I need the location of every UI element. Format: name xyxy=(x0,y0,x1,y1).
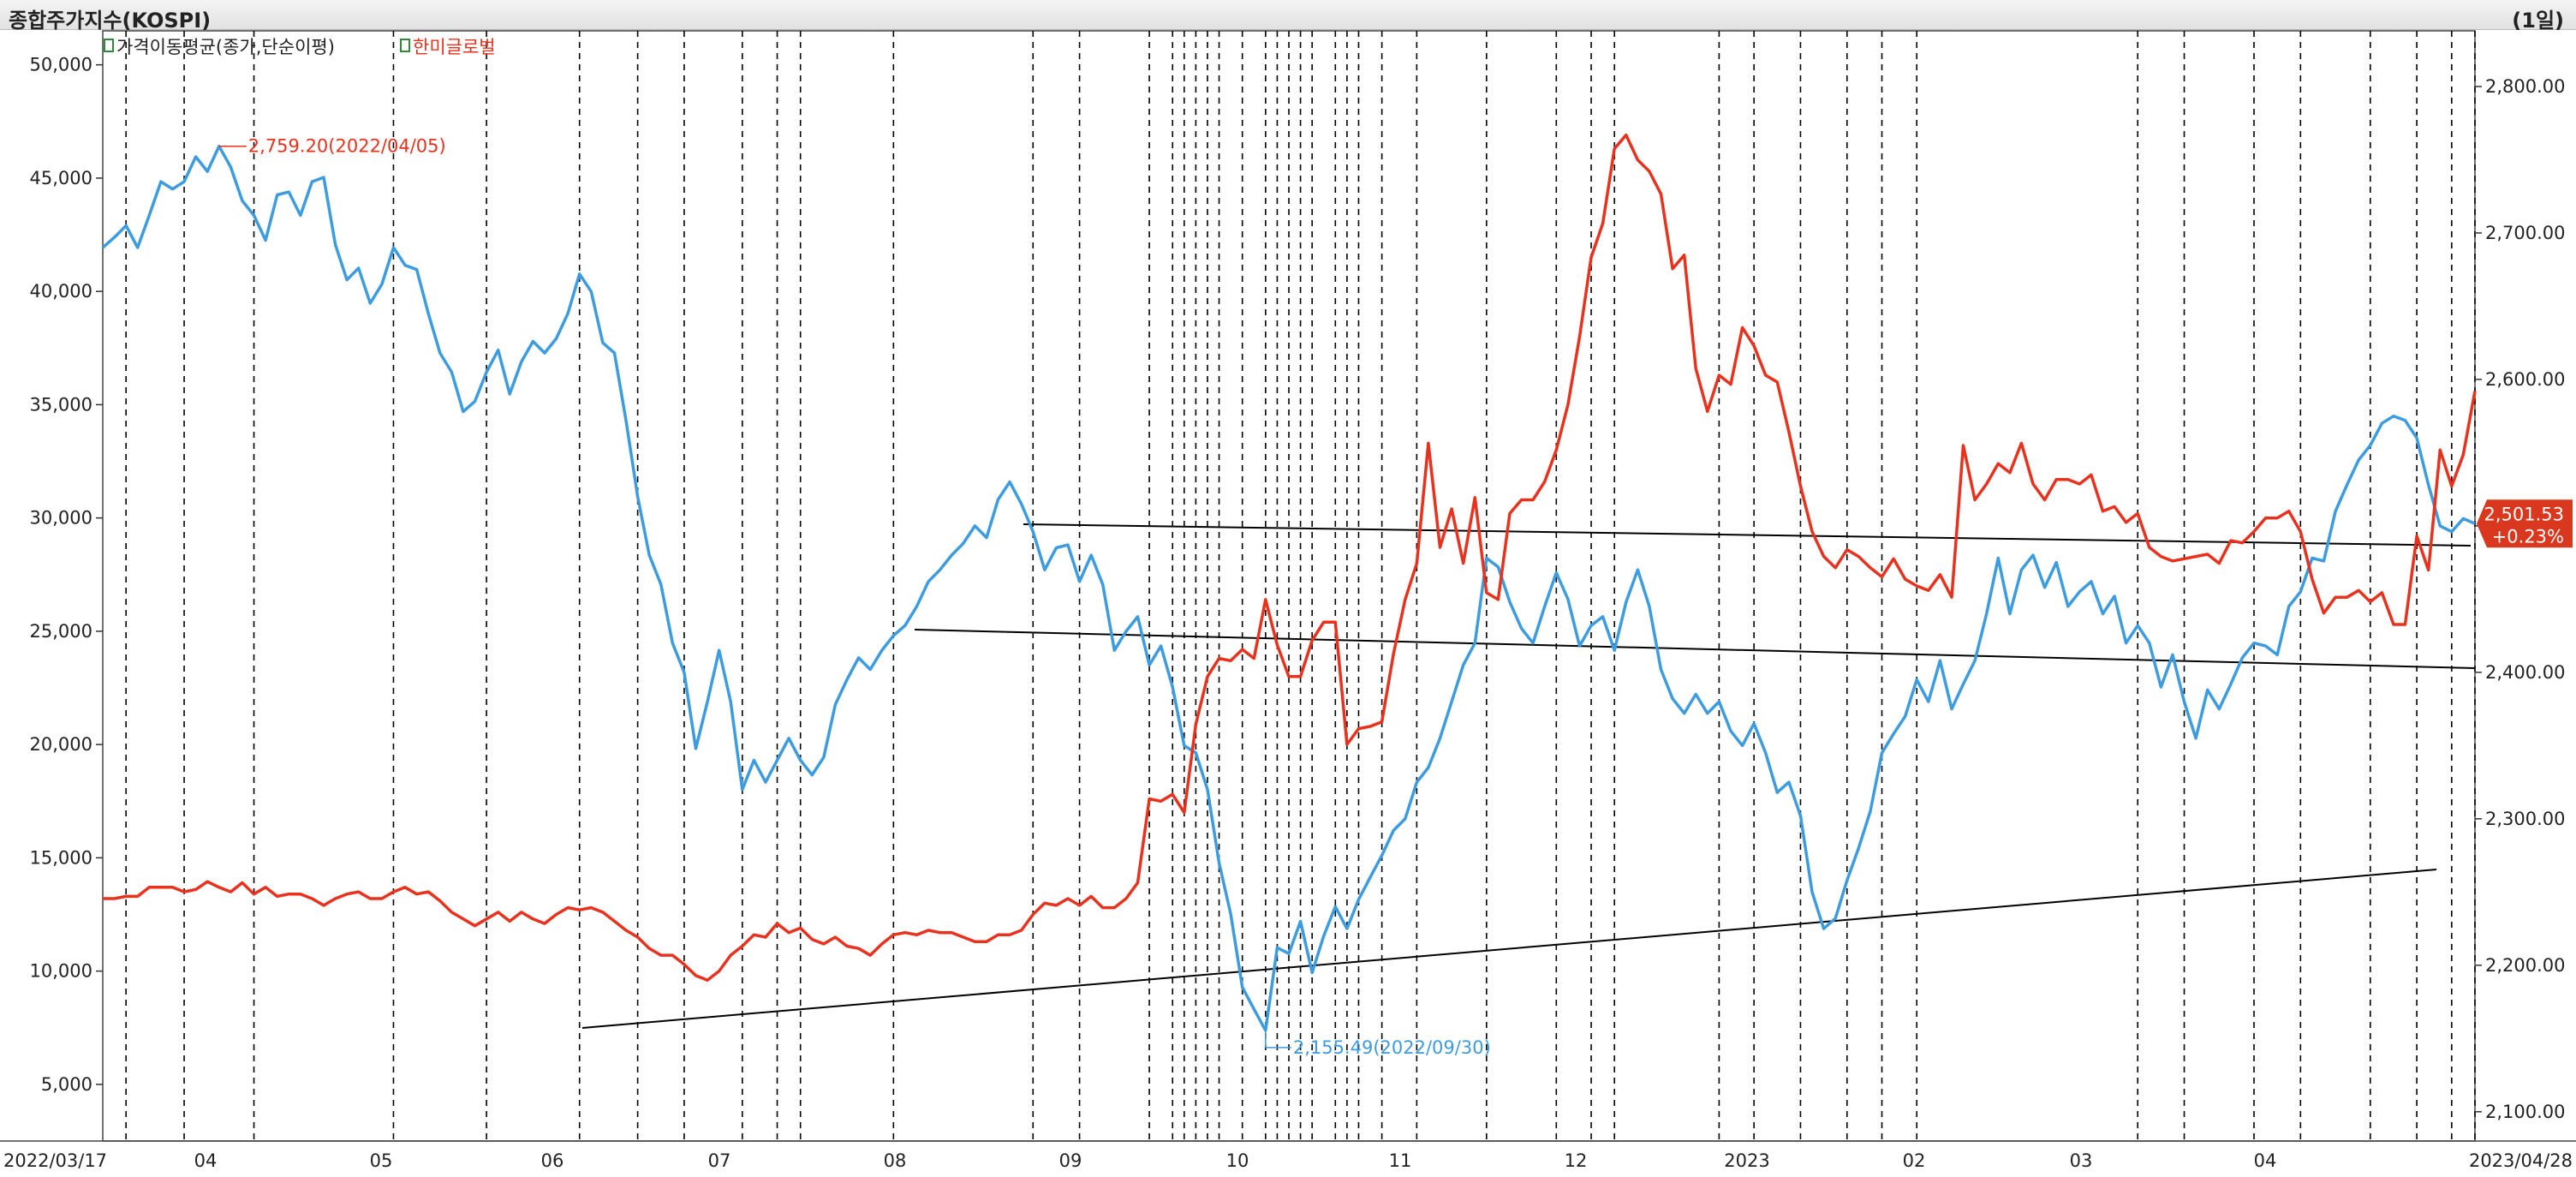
left-axis-tick-label: 40,000 xyxy=(30,281,92,302)
hanmi-legend-checkbox-icon[interactable] xyxy=(400,39,410,52)
x-axis-month-label: 12 xyxy=(1565,1150,1588,1171)
x-axis-month-label: 07 xyxy=(708,1150,731,1171)
right-axis-tick-label: 2,300.00 xyxy=(2485,809,2566,829)
last-change-text: +0.23% xyxy=(2492,526,2564,547)
right-axis-tick-label: 2,800.00 xyxy=(2485,76,2566,97)
series-lines xyxy=(101,133,2477,1032)
axes: 5,000 10,000 15,000 20,000 25,000 30,000 35,00… xyxy=(3,55,2573,1171)
x-axis-month-label: 03 xyxy=(2070,1150,2093,1171)
x-axis-month-label: 06 xyxy=(541,1150,564,1171)
ma-legend-label: 가격이동평균(종가,단순이평) xyxy=(116,37,335,57)
x-axis-month-label: 02 xyxy=(1903,1150,1926,1171)
last-value-badge xyxy=(2477,499,2573,548)
chart-header-bar xyxy=(0,0,2576,30)
right-axis-tick-label: 2,600.00 xyxy=(2485,369,2566,390)
x-axis-month-label: 2023 xyxy=(1724,1150,1769,1171)
event-grid-lines xyxy=(125,31,2476,1141)
left-axis-tick-label: 30,000 xyxy=(30,508,92,529)
left-axis-tick-label: 10,000 xyxy=(30,961,92,982)
max-value-label: 2,759.20(2022/04/05) xyxy=(248,136,446,157)
kospi-series-line[interactable] xyxy=(101,144,2476,1032)
right-axis-tick-label: 2,700.00 xyxy=(2485,223,2566,243)
min-value-label: 2,155.49(2022/09/30) xyxy=(1293,1037,1491,1058)
x-axis-month-label: 11 xyxy=(1389,1150,1412,1171)
x-axis-month-label: 10 xyxy=(1226,1150,1249,1171)
last-value-text: 2,501.53 xyxy=(2484,504,2564,524)
left-axis-tick-label: 20,000 xyxy=(30,734,92,755)
x-axis-month-label: 08 xyxy=(884,1150,907,1171)
left-axis-tick-label: 35,000 xyxy=(30,394,92,415)
right-axis-tick-label: 2,400.00 xyxy=(2485,662,2566,683)
hanmi-series-line[interactable] xyxy=(103,133,2477,982)
period-label[interactable]: (1일) xyxy=(2512,9,2564,33)
trendline xyxy=(581,869,2437,1029)
x-axis-start-date: 2022/03/17 xyxy=(3,1150,107,1171)
x-axis-month-label: 05 xyxy=(370,1150,393,1171)
left-axis-tick-label: 15,000 xyxy=(30,847,92,868)
ma-legend-checkbox-icon[interactable] xyxy=(104,39,114,52)
left-axis-tick-label: 25,000 xyxy=(30,621,92,642)
legend: 가격이동평균(종가,단순이평) 한미글로벌 xyxy=(104,37,496,57)
chart-title: 종합주가지수(KOSPI) xyxy=(9,9,212,33)
hanmi-legend-label: 한미글로벌 xyxy=(413,37,496,57)
annotations: 2,759.20(2022/04/05) 2,155.49(2022/09/30)… xyxy=(218,136,2573,1058)
left-axis-tick-label: 45,000 xyxy=(30,168,92,188)
x-axis-month-label: 04 xyxy=(2254,1150,2277,1171)
trendline xyxy=(914,629,2476,669)
x-axis-month-label: 09 xyxy=(1059,1150,1082,1171)
left-axis-tick-label: 5,000 xyxy=(41,1074,92,1095)
x-axis-month-label: 04 xyxy=(194,1150,218,1171)
plot-area-border xyxy=(102,30,2476,1142)
x-axis-end-date: 2023/04/28 xyxy=(2469,1150,2573,1171)
plot-frame xyxy=(0,30,2576,1142)
right-axis-tick-label: 2,200.00 xyxy=(2485,955,2566,976)
left-axis-tick-label: 50,000 xyxy=(30,55,92,75)
right-axis-tick-label: 2,100.00 xyxy=(2485,1102,2566,1122)
